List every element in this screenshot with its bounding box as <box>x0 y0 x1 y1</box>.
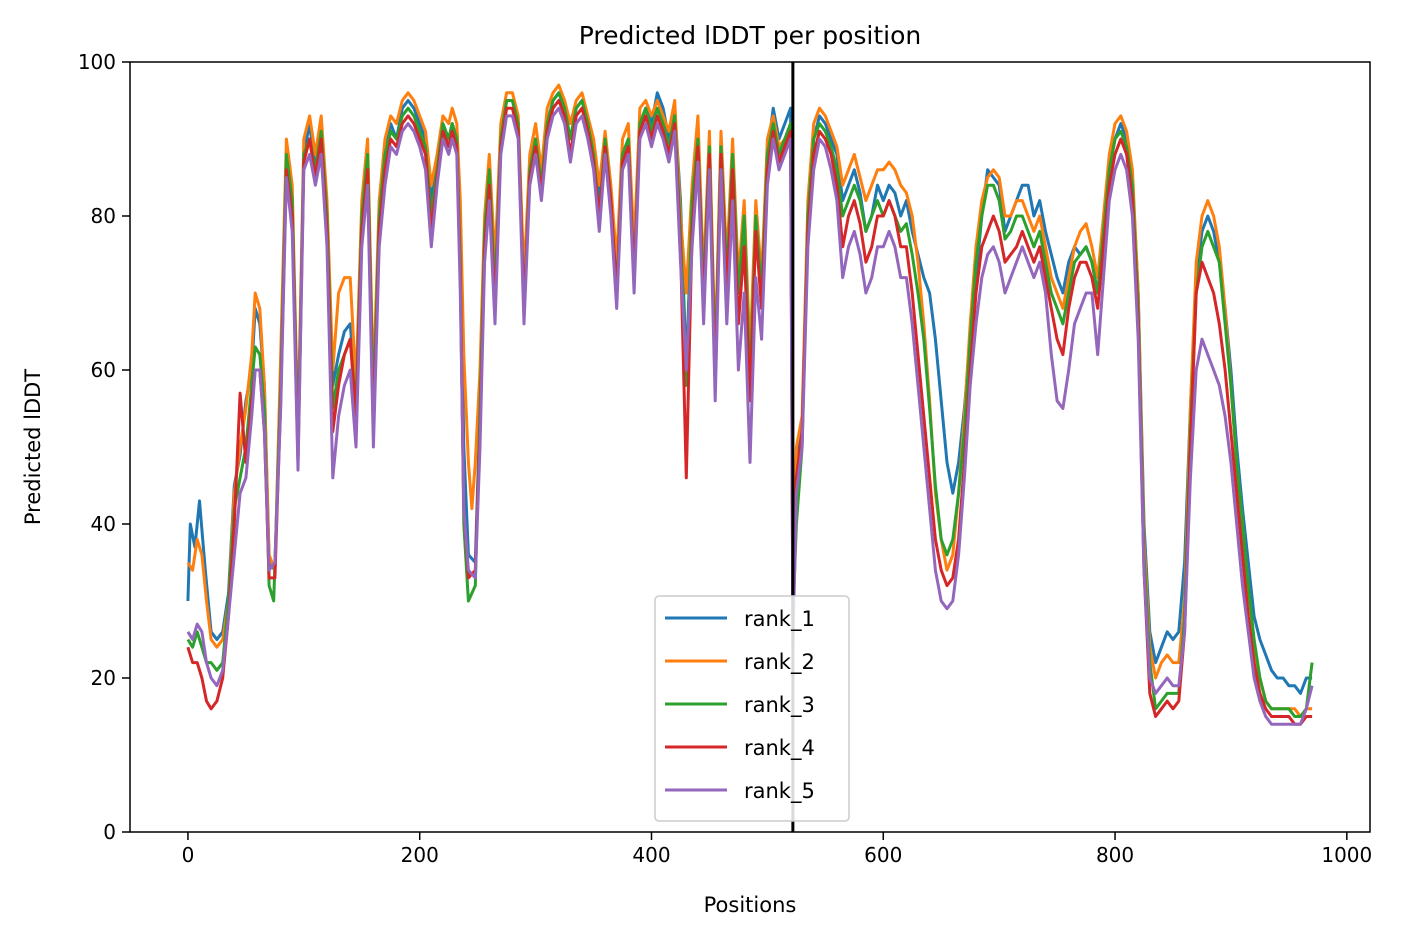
y-axis-title: Predicted lDDT <box>21 369 45 525</box>
chart-title: Predicted lDDT per position <box>579 21 921 50</box>
legend-label-rank_2: rank_2 <box>744 650 815 675</box>
x-axis: 0 200 400 600 800 1000 <box>182 832 1372 867</box>
y-tick-label: 80 <box>91 204 116 228</box>
x-tick-label: 0 <box>182 843 195 867</box>
legend-box <box>654 595 850 822</box>
x-axis-title: Positions <box>704 893 797 917</box>
y-tick-label: 0 <box>103 820 116 844</box>
legend-label-rank_4: rank_4 <box>744 736 815 761</box>
y-tick-label: 40 <box>91 512 116 536</box>
x-tick-label: 200 <box>401 843 439 867</box>
series-layer <box>186 83 1314 726</box>
legend: rank_1 rank_2 rank_3 rank_4 rank_5 <box>654 595 850 822</box>
y-tick-label: 20 <box>91 666 116 690</box>
x-tick-label: 400 <box>632 843 670 867</box>
legend-label-rank_5: rank_5 <box>744 779 815 804</box>
x-tick-label: 600 <box>864 843 902 867</box>
y-tick-label: 100 <box>78 50 116 74</box>
x-tick-label: 800 <box>1096 843 1134 867</box>
y-tick-label: 60 <box>91 358 116 382</box>
series-line-rank_5 <box>186 106 1314 726</box>
plot-frame <box>129 61 1371 833</box>
y-axis: 0 20 40 60 80 100 <box>78 50 130 844</box>
x-tick-label: 1000 <box>1321 843 1372 867</box>
legend-label-rank_1: rank_1 <box>744 607 815 632</box>
legend-label-rank_3: rank_3 <box>744 693 815 718</box>
